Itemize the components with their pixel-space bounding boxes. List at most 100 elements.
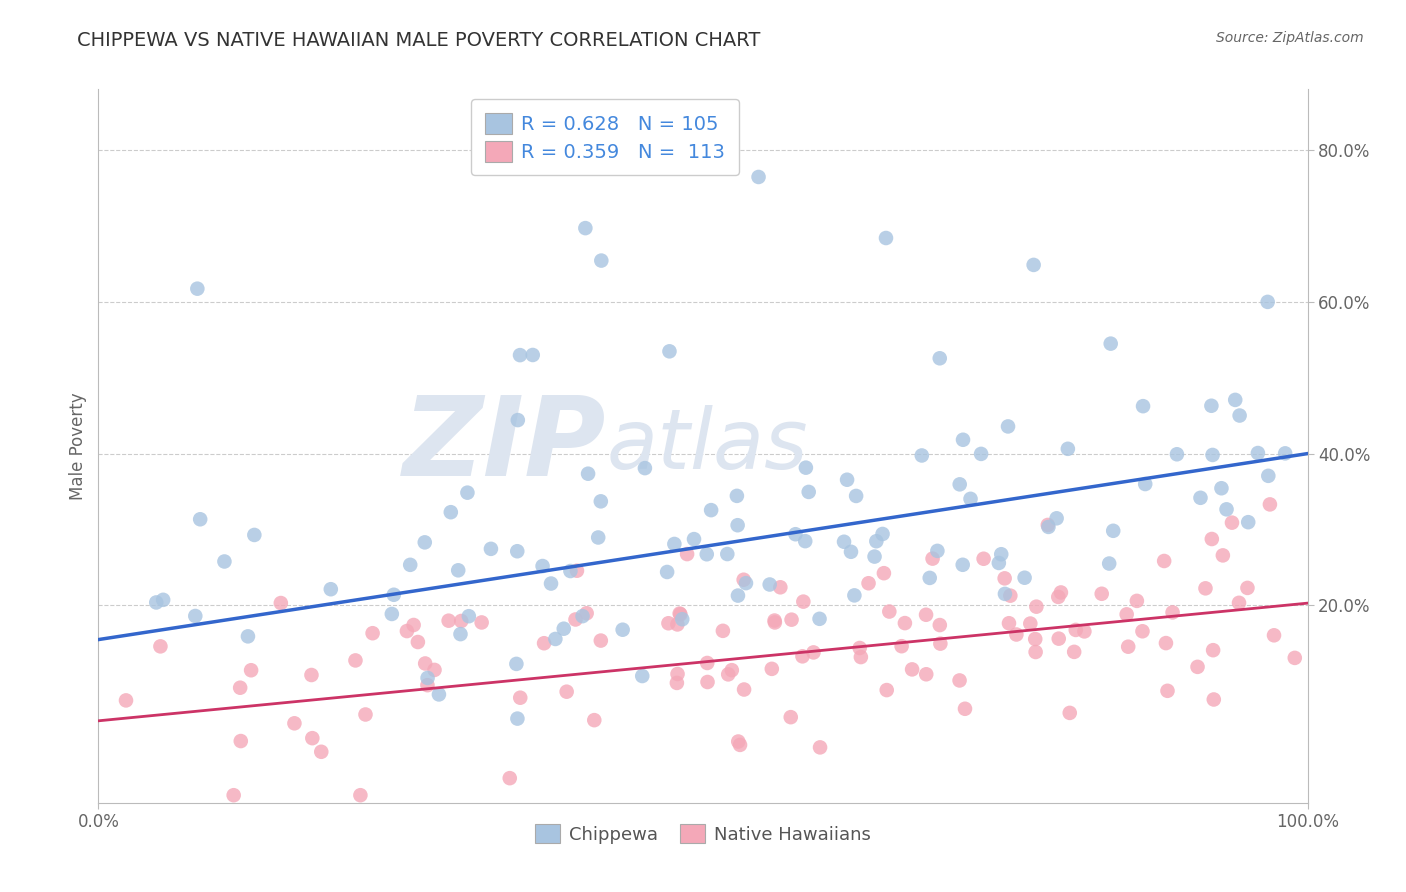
Point bbox=[666, 667, 689, 681]
Point bbox=[879, 605, 901, 619]
Point bbox=[1201, 448, 1223, 462]
Point bbox=[921, 551, 943, 566]
Point bbox=[402, 618, 425, 632]
Point bbox=[918, 571, 941, 585]
Point bbox=[576, 467, 599, 481]
Point bbox=[727, 518, 749, 533]
Point bbox=[929, 637, 952, 651]
Point bbox=[506, 413, 529, 427]
Point bbox=[1132, 399, 1154, 413]
Point bbox=[1263, 628, 1285, 642]
Point bbox=[1046, 511, 1069, 525]
Point bbox=[450, 627, 472, 641]
Point bbox=[848, 640, 870, 655]
Point bbox=[311, 745, 333, 759]
Point bbox=[990, 547, 1012, 561]
Point bbox=[427, 687, 450, 701]
Point bbox=[416, 678, 439, 692]
Point bbox=[863, 549, 886, 564]
Point bbox=[344, 653, 367, 667]
Point bbox=[849, 650, 872, 665]
Point bbox=[564, 612, 586, 626]
Point bbox=[437, 614, 460, 628]
Point bbox=[301, 668, 323, 682]
Point bbox=[1215, 502, 1237, 516]
Point bbox=[1201, 532, 1223, 546]
Point bbox=[894, 616, 917, 631]
Point bbox=[794, 460, 817, 475]
Point bbox=[319, 582, 342, 597]
Point bbox=[1126, 594, 1149, 608]
Point bbox=[361, 626, 384, 640]
Point bbox=[683, 532, 706, 546]
Point bbox=[553, 622, 575, 636]
Point bbox=[1063, 645, 1085, 659]
Point bbox=[808, 740, 831, 755]
Point bbox=[1212, 549, 1234, 563]
Y-axis label: Male Poverty: Male Poverty bbox=[69, 392, 87, 500]
Point bbox=[717, 667, 740, 681]
Point bbox=[1225, 392, 1247, 407]
Point bbox=[875, 231, 897, 245]
Point bbox=[666, 617, 689, 632]
Point bbox=[720, 663, 742, 677]
Point bbox=[560, 564, 582, 578]
Point bbox=[769, 580, 792, 594]
Point bbox=[1154, 636, 1177, 650]
Point bbox=[763, 615, 786, 630]
Point bbox=[506, 712, 529, 726]
Point bbox=[456, 485, 478, 500]
Point bbox=[413, 535, 436, 549]
Point bbox=[1057, 442, 1080, 456]
Point bbox=[533, 636, 555, 650]
Point bbox=[700, 503, 723, 517]
Point bbox=[229, 681, 252, 695]
Point bbox=[676, 547, 699, 561]
Point bbox=[423, 663, 446, 677]
Legend: Chippewa, Native Hawaiians: Chippewa, Native Hawaiians bbox=[527, 816, 879, 851]
Point bbox=[229, 734, 252, 748]
Point bbox=[696, 547, 718, 561]
Point bbox=[1156, 683, 1178, 698]
Point bbox=[565, 564, 588, 578]
Point bbox=[973, 551, 995, 566]
Point bbox=[987, 556, 1010, 570]
Point bbox=[1115, 607, 1137, 622]
Point bbox=[349, 788, 371, 802]
Point bbox=[758, 577, 780, 591]
Point bbox=[399, 558, 422, 572]
Point bbox=[803, 645, 825, 659]
Point bbox=[915, 667, 938, 681]
Text: Source: ZipAtlas.com: Source: ZipAtlas.com bbox=[1216, 31, 1364, 45]
Point bbox=[1064, 623, 1087, 637]
Point bbox=[808, 612, 831, 626]
Point bbox=[1227, 596, 1250, 610]
Point bbox=[733, 682, 755, 697]
Point bbox=[591, 253, 613, 268]
Point bbox=[1161, 606, 1184, 620]
Point bbox=[1025, 645, 1047, 659]
Point bbox=[540, 576, 562, 591]
Point bbox=[1274, 446, 1296, 460]
Point bbox=[457, 609, 479, 624]
Point bbox=[1025, 599, 1047, 614]
Point bbox=[948, 673, 970, 688]
Point bbox=[657, 616, 679, 631]
Point bbox=[1220, 516, 1243, 530]
Point bbox=[845, 489, 868, 503]
Point bbox=[283, 716, 305, 731]
Point bbox=[1050, 585, 1073, 599]
Point bbox=[858, 576, 880, 591]
Point bbox=[1257, 294, 1279, 309]
Point bbox=[748, 169, 770, 184]
Point bbox=[145, 595, 167, 609]
Point bbox=[696, 675, 718, 690]
Point bbox=[406, 635, 429, 649]
Point bbox=[381, 607, 404, 621]
Point bbox=[658, 344, 681, 359]
Point bbox=[890, 639, 912, 653]
Point bbox=[655, 565, 678, 579]
Text: CHIPPEWA VS NATIVE HAWAIIAN MALE POVERTY CORRELATION CHART: CHIPPEWA VS NATIVE HAWAIIAN MALE POVERTY… bbox=[77, 31, 761, 50]
Point bbox=[243, 528, 266, 542]
Point bbox=[1000, 589, 1022, 603]
